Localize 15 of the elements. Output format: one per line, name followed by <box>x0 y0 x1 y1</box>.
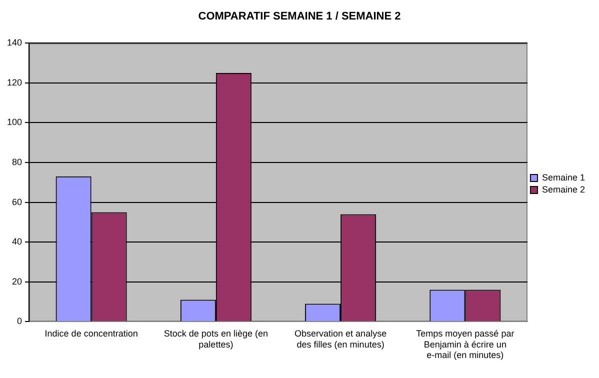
y-tick-label: 40 <box>12 236 22 247</box>
x-tick-label: Observation et analyse des filles (en minutes) <box>294 328 387 350</box>
y-tick-label: 80 <box>12 157 22 167</box>
x-tick-label: Stock de pots en liège (en palettes) <box>164 328 268 350</box>
x-tick-label: Indice de concentration <box>44 328 138 338</box>
chart-title: COMPARATIF SEMAINE 1 / SEMAINE 2 <box>198 10 401 23</box>
y-tick-label: 0 <box>17 316 22 326</box>
legend-label: Semaine 2 <box>542 184 586 194</box>
y-tick-label: 140 <box>6 38 22 48</box>
x-tick-label: Temps moyen passé par Benjamin à écrire un e-mail (en minutes) <box>416 328 514 360</box>
y-tick-label: 60 <box>12 196 22 207</box>
y-tick-label: 20 <box>12 276 22 286</box>
y-tick-label: 100 <box>6 117 22 128</box>
legend-label: Semaine 1 <box>542 172 586 182</box>
y-tick-label: 120 <box>6 77 22 88</box>
